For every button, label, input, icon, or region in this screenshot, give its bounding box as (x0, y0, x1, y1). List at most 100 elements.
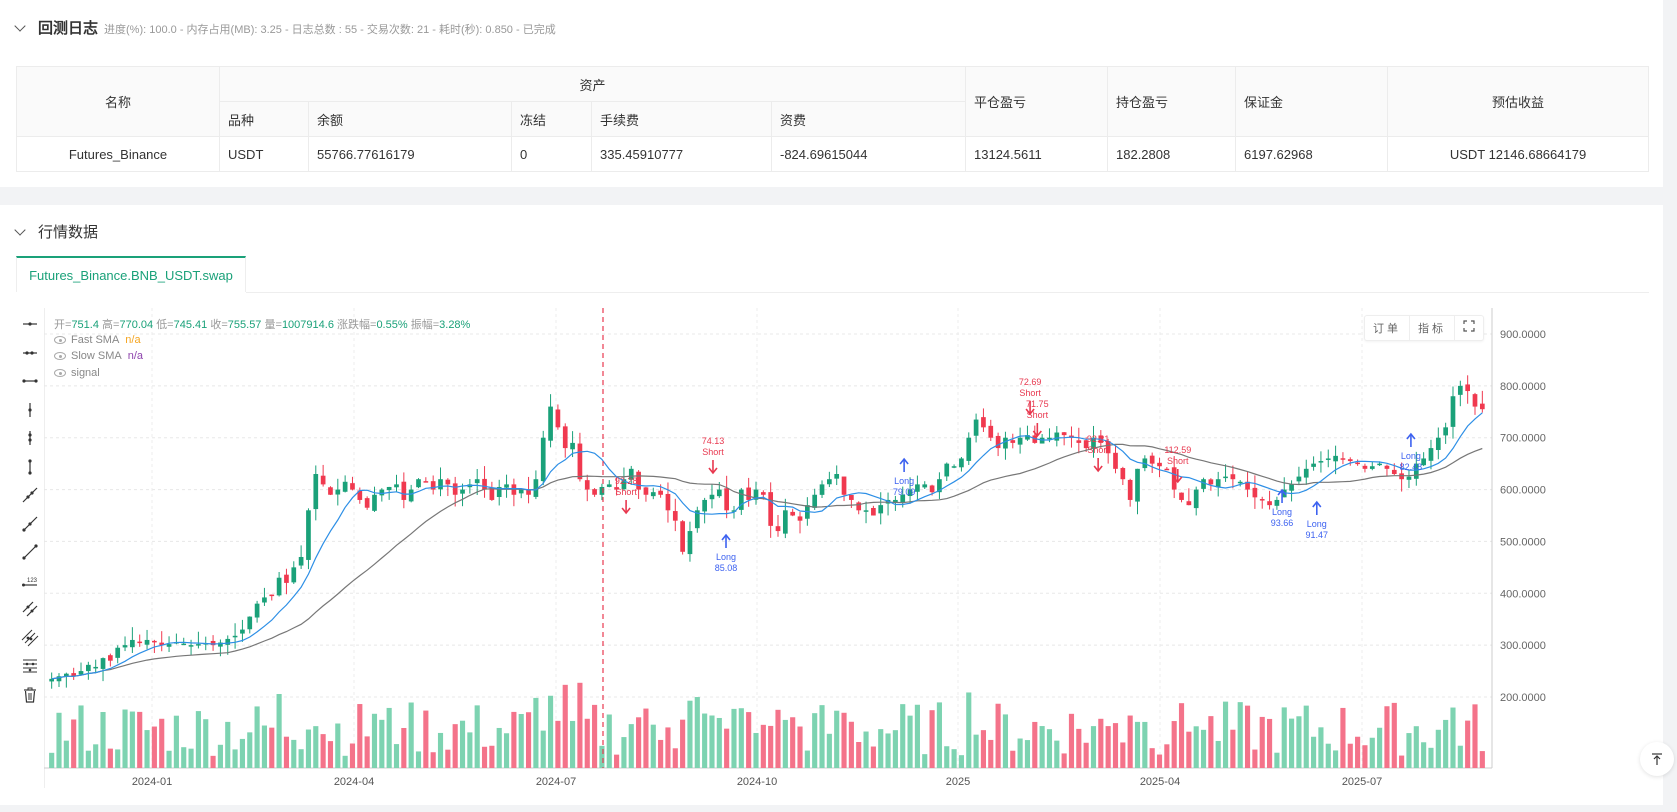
candlestick-chart[interactable]: 900.0000 800.0000 700.0000 600.0000 500.0000… (44, 308, 1594, 788)
chart-canvas[interactable]: 900.0000 800.0000 700.0000 600.0000 500.0000… (44, 308, 1594, 788)
change-value: 0.55% (376, 319, 408, 331)
horizontal-segment-tool[interactable] (16, 367, 44, 396)
eye-icon[interactable] (54, 352, 66, 360)
svg-text:2025-07: 2025-07 (1342, 776, 1382, 788)
ray-line-icon (22, 516, 38, 532)
back-to-top-button[interactable] (1640, 742, 1674, 776)
fibonacci-tool[interactable] (16, 652, 44, 681)
col-header-closed-pnl: 平仓盈亏 (965, 66, 1108, 137)
arrow-up-to-top-icon (1652, 753, 1662, 765)
svg-text:72.69: 72.69 (1019, 377, 1042, 387)
col-header-assets: 资产 (219, 66, 966, 102)
market-data-header[interactable]: 行情数据 (14, 221, 99, 242)
ray-line-tool[interactable] (16, 510, 44, 539)
multi-channel-icon (21, 629, 39, 647)
col-header-est-profit: 预估收益 (1387, 66, 1649, 137)
candles (49, 375, 1485, 689)
amplitude-value: 3.28% (439, 319, 471, 331)
svg-text:Long: Long (1401, 451, 1421, 461)
cell-closed-pnl: 13124.5611 (965, 136, 1108, 172)
vertical-ray-tool[interactable] (16, 424, 44, 453)
svg-text:500.0000: 500.0000 (1500, 536, 1546, 548)
svg-text:82.48: 82.48 (1400, 462, 1423, 472)
parallel-channel-icon (22, 601, 38, 617)
high-value: 770.04 (119, 319, 154, 331)
svg-text:Long: Long (894, 476, 914, 486)
cell-position-pnl: 182.2808 (1107, 136, 1236, 172)
high-label: 高= (102, 319, 120, 331)
fullscreen-button[interactable] (1455, 316, 1483, 340)
cell-frozen: 0 (511, 136, 592, 172)
tab-bnb-usdt-swap[interactable]: Futures_Binance.BNB_USDT.swap (16, 256, 246, 292)
open-label: 开= (54, 319, 72, 331)
toolbar-divider (44, 308, 45, 788)
backtest-status-summary: 进度(%): 100.0 - 内存占用(MB): 3.25 - 日志总数 : 5… (104, 24, 556, 36)
eye-icon[interactable] (54, 336, 66, 344)
cell-variety: USDT (219, 136, 309, 172)
vertical-line-tool[interactable] (16, 396, 44, 425)
close-label: 收= (210, 319, 228, 331)
vertical-segment-icon (28, 459, 32, 475)
cell-balance: 55766.77616179 (308, 136, 512, 172)
trend-line-tool[interactable] (16, 481, 44, 510)
horizontal-ray-icon (23, 351, 37, 355)
orders-button[interactable]: 订单 (1365, 316, 1410, 340)
multi-channel-tool[interactable] (16, 624, 44, 653)
horizontal-ray-tool[interactable] (16, 339, 44, 368)
segment-line-tool[interactable] (16, 538, 44, 567)
cell-margin: 6197.62968 (1235, 136, 1388, 172)
tab-bar-divider (246, 292, 1649, 293)
eye-icon[interactable] (54, 369, 66, 377)
col-header-variety: 品种 (219, 101, 309, 137)
legend-slow-sma[interactable]: Slow SMA n/a (54, 350, 143, 362)
vertical-segment-tool[interactable] (16, 453, 44, 482)
legend-signal[interactable]: signal (54, 367, 100, 379)
vertical-line-icon (28, 402, 32, 417)
price-line-tool[interactable]: 123 (16, 567, 44, 596)
chevron-down-icon[interactable] (14, 224, 26, 236)
backtest-log-header[interactable]: 回测日志 进度(%): 100.0 - 内存占用(MB): 3.25 - 日志总… (14, 17, 556, 38)
indicators-button[interactable]: 指标 (1410, 316, 1455, 340)
price-line-icon: 123 (22, 578, 38, 587)
col-header-position-pnl: 持仓盈亏 (1107, 66, 1236, 137)
svg-text:2024-10: 2024-10 (737, 776, 777, 788)
change-label: 涨跌幅= (337, 319, 377, 331)
section-title: 行情数据 (38, 224, 99, 241)
svg-text:112.59: 112.59 (1164, 445, 1191, 455)
svg-text:600.0000: 600.0000 (1500, 485, 1546, 497)
low-value: 745.41 (173, 319, 208, 331)
svg-text:2024-07: 2024-07 (536, 776, 576, 788)
svg-text:93.66: 93.66 (1271, 518, 1294, 528)
horizontal-line-tool[interactable] (16, 310, 44, 339)
col-header-funding: 资费 (771, 101, 966, 137)
page-scrollbar-track[interactable] (1663, 0, 1677, 812)
legend-fast-sma[interactable]: Fast SMA n/a (54, 334, 141, 346)
slow-sma-line (51, 443, 1483, 680)
svg-text:Short: Short (702, 447, 724, 457)
svg-text:91.47: 91.47 (1306, 530, 1329, 540)
svg-text:74.13: 74.13 (702, 436, 725, 446)
close-value: 755.57 (227, 319, 262, 331)
chevron-down-icon[interactable] (14, 20, 26, 32)
drawing-toolbar: 123 (16, 310, 44, 709)
legend-label: signal (71, 367, 100, 379)
cell-name: Futures_Binance (16, 136, 220, 172)
horizontal-line-icon (23, 322, 37, 326)
horizontal-segment-icon (22, 379, 38, 383)
volume-label: 量= (264, 319, 282, 331)
svg-text:71.75: 71.75 (1026, 399, 1049, 409)
parallel-channel-tool[interactable] (16, 595, 44, 624)
amplitude-label: 振幅= (410, 319, 440, 331)
svg-text:92.28: 92.28 (615, 476, 638, 486)
svg-text:85.08: 85.08 (715, 563, 738, 573)
delete-drawings-tool[interactable] (16, 681, 44, 710)
vertical-ray-icon (28, 431, 32, 446)
col-header-balance: 余额 (308, 101, 512, 137)
col-header-frozen: 冻结 (511, 101, 592, 137)
